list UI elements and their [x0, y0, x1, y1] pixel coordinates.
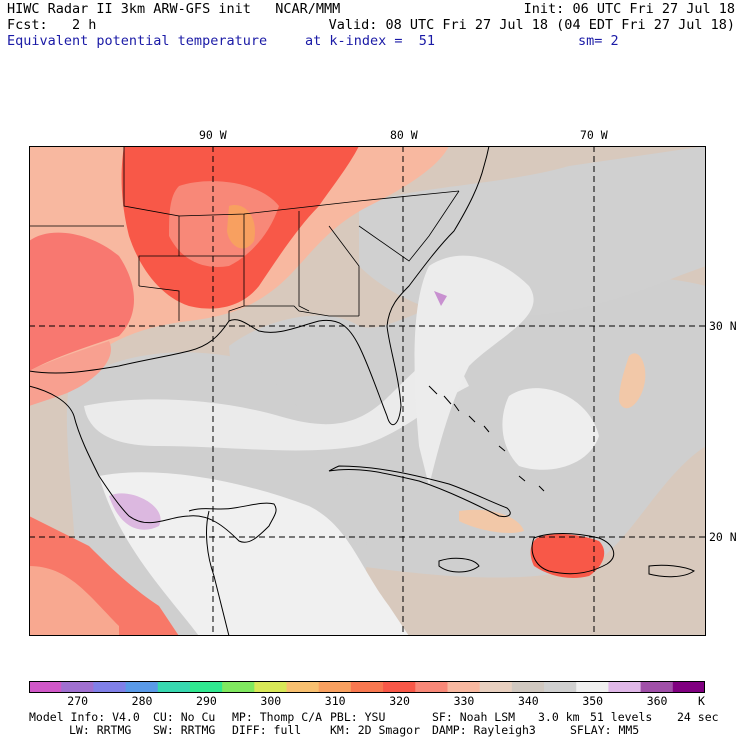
- theta-region-red-west: [29, 232, 134, 371]
- map-frame: [29, 146, 706, 636]
- theta-region-lilac: [109, 493, 161, 530]
- theta-e-map: [29, 146, 706, 636]
- colorbar-cell: [672, 681, 705, 693]
- theta-region-light-1: [84, 346, 469, 451]
- footer-pbl: PBL: YSU: [330, 710, 386, 724]
- lat-label-20n: 20 N: [709, 530, 737, 544]
- colorbar-tick-label: 270: [67, 694, 89, 708]
- footer-surface-layer: SFLAY: MM5: [570, 723, 640, 737]
- colorbar-cell: [125, 681, 159, 693]
- colorbar-tick-label: 310: [324, 694, 346, 708]
- footer-timestep: 24 sec: [677, 710, 719, 724]
- lat-label-30n: 30 N: [709, 319, 737, 333]
- lon-label-70w: 70 W: [580, 128, 608, 142]
- footer-resolution: 3.0 km: [538, 710, 580, 724]
- colorbar-cell: [479, 681, 513, 693]
- colorbar-cell: [254, 681, 288, 693]
- colorbar-cell: [383, 681, 416, 693]
- theta-region-red-hispaniola: [530, 534, 605, 578]
- footer-km: KM: 2D Smagor: [330, 723, 421, 737]
- graticule: [29, 146, 706, 636]
- colorbar-cell: [157, 681, 191, 693]
- field-name: Equivalent potential temperature: [7, 33, 268, 49]
- theta-region-salmon-west: [29, 341, 111, 406]
- footer-diffusion: DIFF: full: [232, 723, 302, 737]
- colorbar-cell: [511, 681, 545, 693]
- colorbar-tick-label: 290: [196, 694, 217, 708]
- colorbar-cell: [608, 681, 642, 693]
- footer-model-info: Model Info: V4.0: [29, 710, 140, 724]
- colorbar-cell: [189, 681, 223, 693]
- forecast-hour: Fcst: 2 h: [7, 17, 97, 33]
- colorbar-cell: [222, 681, 255, 693]
- colorbar-cell: [286, 681, 320, 693]
- colorbar-tick-label: 350: [582, 694, 604, 708]
- level-index: at k-index = 51: [305, 33, 436, 49]
- colorbar-cell: [415, 681, 448, 693]
- init-time: Init: 06 UTC Fri 27 Jul 18: [523, 1, 735, 17]
- colorbar-cell: [318, 681, 352, 693]
- theta-region-salmon-south: [29, 566, 119, 636]
- theta-region-lilac-2: [434, 291, 447, 306]
- footer-microphysics: MP: Thomp C/A: [232, 710, 323, 724]
- colorbar-cell: [29, 681, 62, 693]
- theta-region-light-2: [99, 472, 409, 636]
- footer-damping: DAMP: Rayleigh3: [432, 723, 536, 737]
- lon-label-80w: 80 W: [390, 128, 418, 142]
- smoothing-value: sm= 2: [578, 33, 619, 49]
- colorbar-cell: [447, 681, 481, 693]
- model-title: HIWC Radar II 3km ARW-GFS init NCAR/MMM: [7, 1, 341, 17]
- colorbar-tick-label: 300: [260, 694, 282, 708]
- footer-cumulus: CU: No Cu: [153, 710, 216, 724]
- colorbar-cell: [93, 681, 127, 693]
- colorbar-tick-label: 360: [646, 694, 668, 708]
- state-borders: [29, 146, 460, 321]
- footer-shortwave: SW: RRTMG: [153, 723, 216, 737]
- colorbar-cell: [61, 681, 94, 693]
- colorbar-cell: [544, 681, 577, 693]
- colorbar-cell: [350, 681, 384, 693]
- theta-region-peach-cuba: [459, 509, 524, 533]
- theta-region-light-3: [414, 255, 534, 486]
- colorbar: [29, 681, 705, 693]
- colorbar-tick-label: 280: [131, 694, 153, 708]
- colorbar-unit: K: [698, 694, 705, 708]
- theta-region-light-4: [502, 388, 599, 470]
- colorbar-tick-label: 320: [389, 694, 410, 708]
- footer-longwave: LW: RRTMG: [69, 723, 132, 737]
- lon-label-90w: 90 W: [199, 128, 227, 142]
- colorbar-cell: [576, 681, 609, 693]
- colorbar-tick-label: 330: [453, 694, 475, 708]
- valid-time: Valid: 08 UTC Fri 27 Jul 18 (04 EDT Fri …: [328, 17, 735, 33]
- theta-region-orange-north: [227, 205, 255, 249]
- footer-levels: 51 levels: [590, 710, 653, 724]
- colorbar-cell: [640, 681, 674, 693]
- theta-region-coral-north: [169, 181, 279, 267]
- theta-region-peach-east: [619, 353, 646, 409]
- coastlines: [29, 146, 695, 636]
- colorbar-tick-label: 340: [517, 694, 539, 708]
- footer-surface: SF: Noah LSM: [432, 710, 516, 724]
